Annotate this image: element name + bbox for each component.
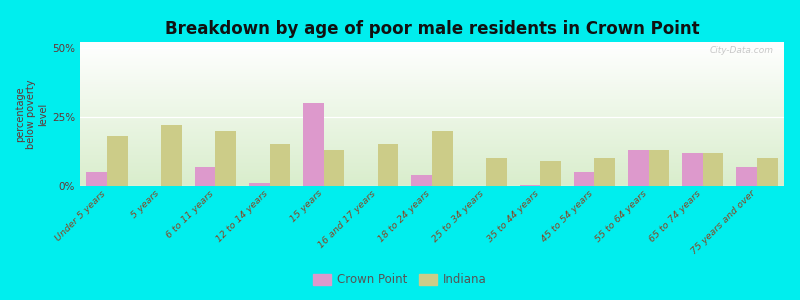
Bar bbox=[162, 125, 182, 186]
Bar bbox=[215, 130, 236, 186]
Bar bbox=[540, 161, 561, 186]
Bar bbox=[324, 150, 344, 186]
Bar bbox=[736, 167, 757, 186]
Bar bbox=[86, 172, 107, 186]
Bar bbox=[486, 158, 506, 186]
Bar bbox=[378, 145, 398, 186]
Text: City-Data.com: City-Data.com bbox=[710, 46, 774, 55]
Bar bbox=[574, 172, 594, 186]
Bar bbox=[757, 158, 778, 186]
Bar bbox=[432, 130, 453, 186]
Y-axis label: percentage
below poverty
level: percentage below poverty level bbox=[14, 79, 48, 149]
Bar bbox=[195, 167, 215, 186]
Bar bbox=[249, 183, 270, 186]
Legend: Crown Point, Indiana: Crown Point, Indiana bbox=[309, 269, 491, 291]
Bar bbox=[520, 184, 540, 186]
Bar bbox=[107, 136, 128, 186]
Bar bbox=[594, 158, 615, 186]
Title: Breakdown by age of poor male residents in Crown Point: Breakdown by age of poor male residents … bbox=[165, 20, 699, 38]
Bar bbox=[411, 175, 432, 186]
Bar bbox=[682, 153, 702, 186]
Bar bbox=[628, 150, 649, 186]
Bar bbox=[270, 145, 290, 186]
Bar bbox=[303, 103, 324, 186]
Bar bbox=[702, 153, 723, 186]
Bar bbox=[649, 150, 669, 186]
